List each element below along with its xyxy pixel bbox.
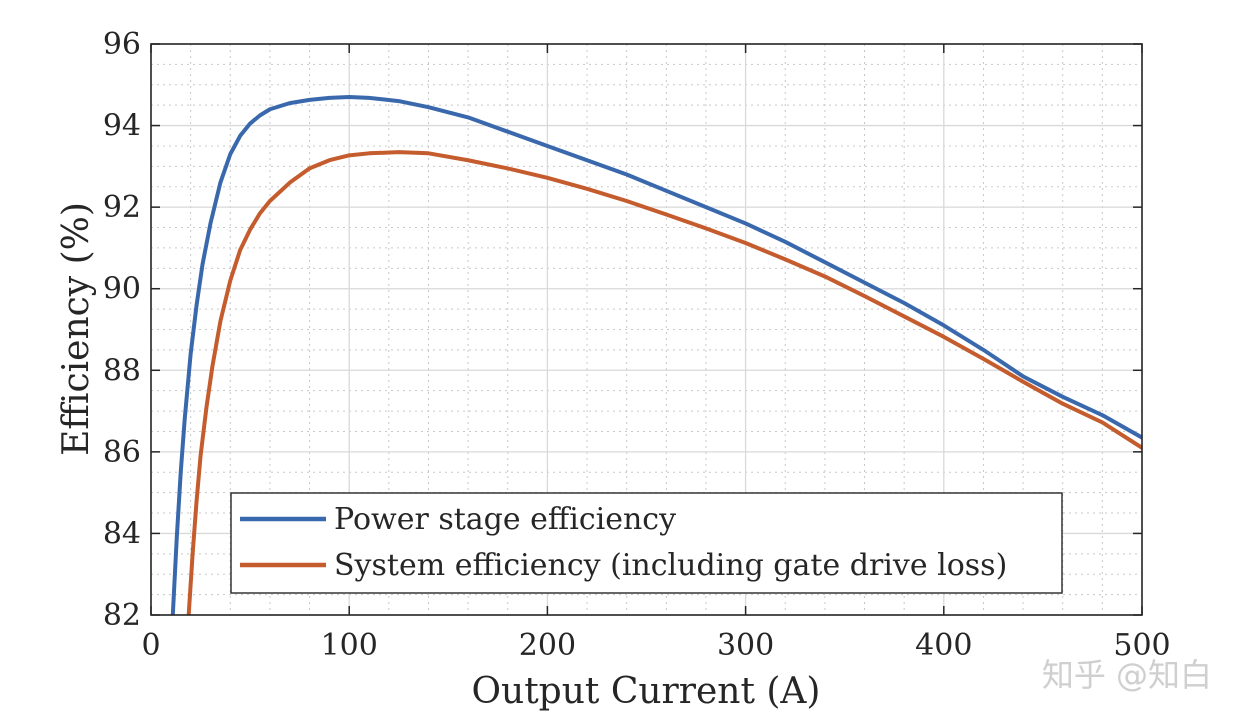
y-axis-title: Efficiency (%) xyxy=(56,202,97,456)
x-tick-label: 0 xyxy=(141,628,160,663)
y-tick-label: 92 xyxy=(103,190,141,225)
y-tick-label: 82 xyxy=(103,598,141,633)
x-tick-label: 400 xyxy=(915,628,972,663)
y-tick-label: 94 xyxy=(103,109,141,144)
x-tick-label: 300 xyxy=(717,628,774,663)
series-line-power-stage xyxy=(170,95,1142,615)
legend-label-system: System efficiency (including gate drive … xyxy=(334,548,1007,583)
x-tick-label: 100 xyxy=(321,628,378,663)
y-tick-labels: 82 84 86 88 90 92 94 96 xyxy=(103,27,141,633)
legend-box xyxy=(230,492,1063,594)
y-tick-label: 86 xyxy=(103,435,141,470)
x-tick-label: 500 xyxy=(1113,628,1170,663)
legend: Power stage efficiency System efficiency… xyxy=(230,492,1063,594)
x-axis-title: Output Current (A) xyxy=(472,671,821,712)
axis-ticks xyxy=(150,43,1143,616)
watermark: 知乎 @知白 xyxy=(1042,656,1212,694)
x-tick-label: 200 xyxy=(519,628,576,663)
x-tick-labels: 0 100 200 300 400 500 xyxy=(141,628,1170,663)
series-lines xyxy=(170,95,1142,615)
legend-label-power-stage: Power stage efficiency xyxy=(334,502,676,537)
y-tick-label: 84 xyxy=(103,516,141,551)
y-tick-label: 90 xyxy=(103,272,141,307)
series-line-system xyxy=(186,150,1142,615)
plot-area-frame xyxy=(150,43,1143,616)
y-tick-label: 88 xyxy=(103,353,141,388)
y-tick-label: 96 xyxy=(103,27,141,62)
